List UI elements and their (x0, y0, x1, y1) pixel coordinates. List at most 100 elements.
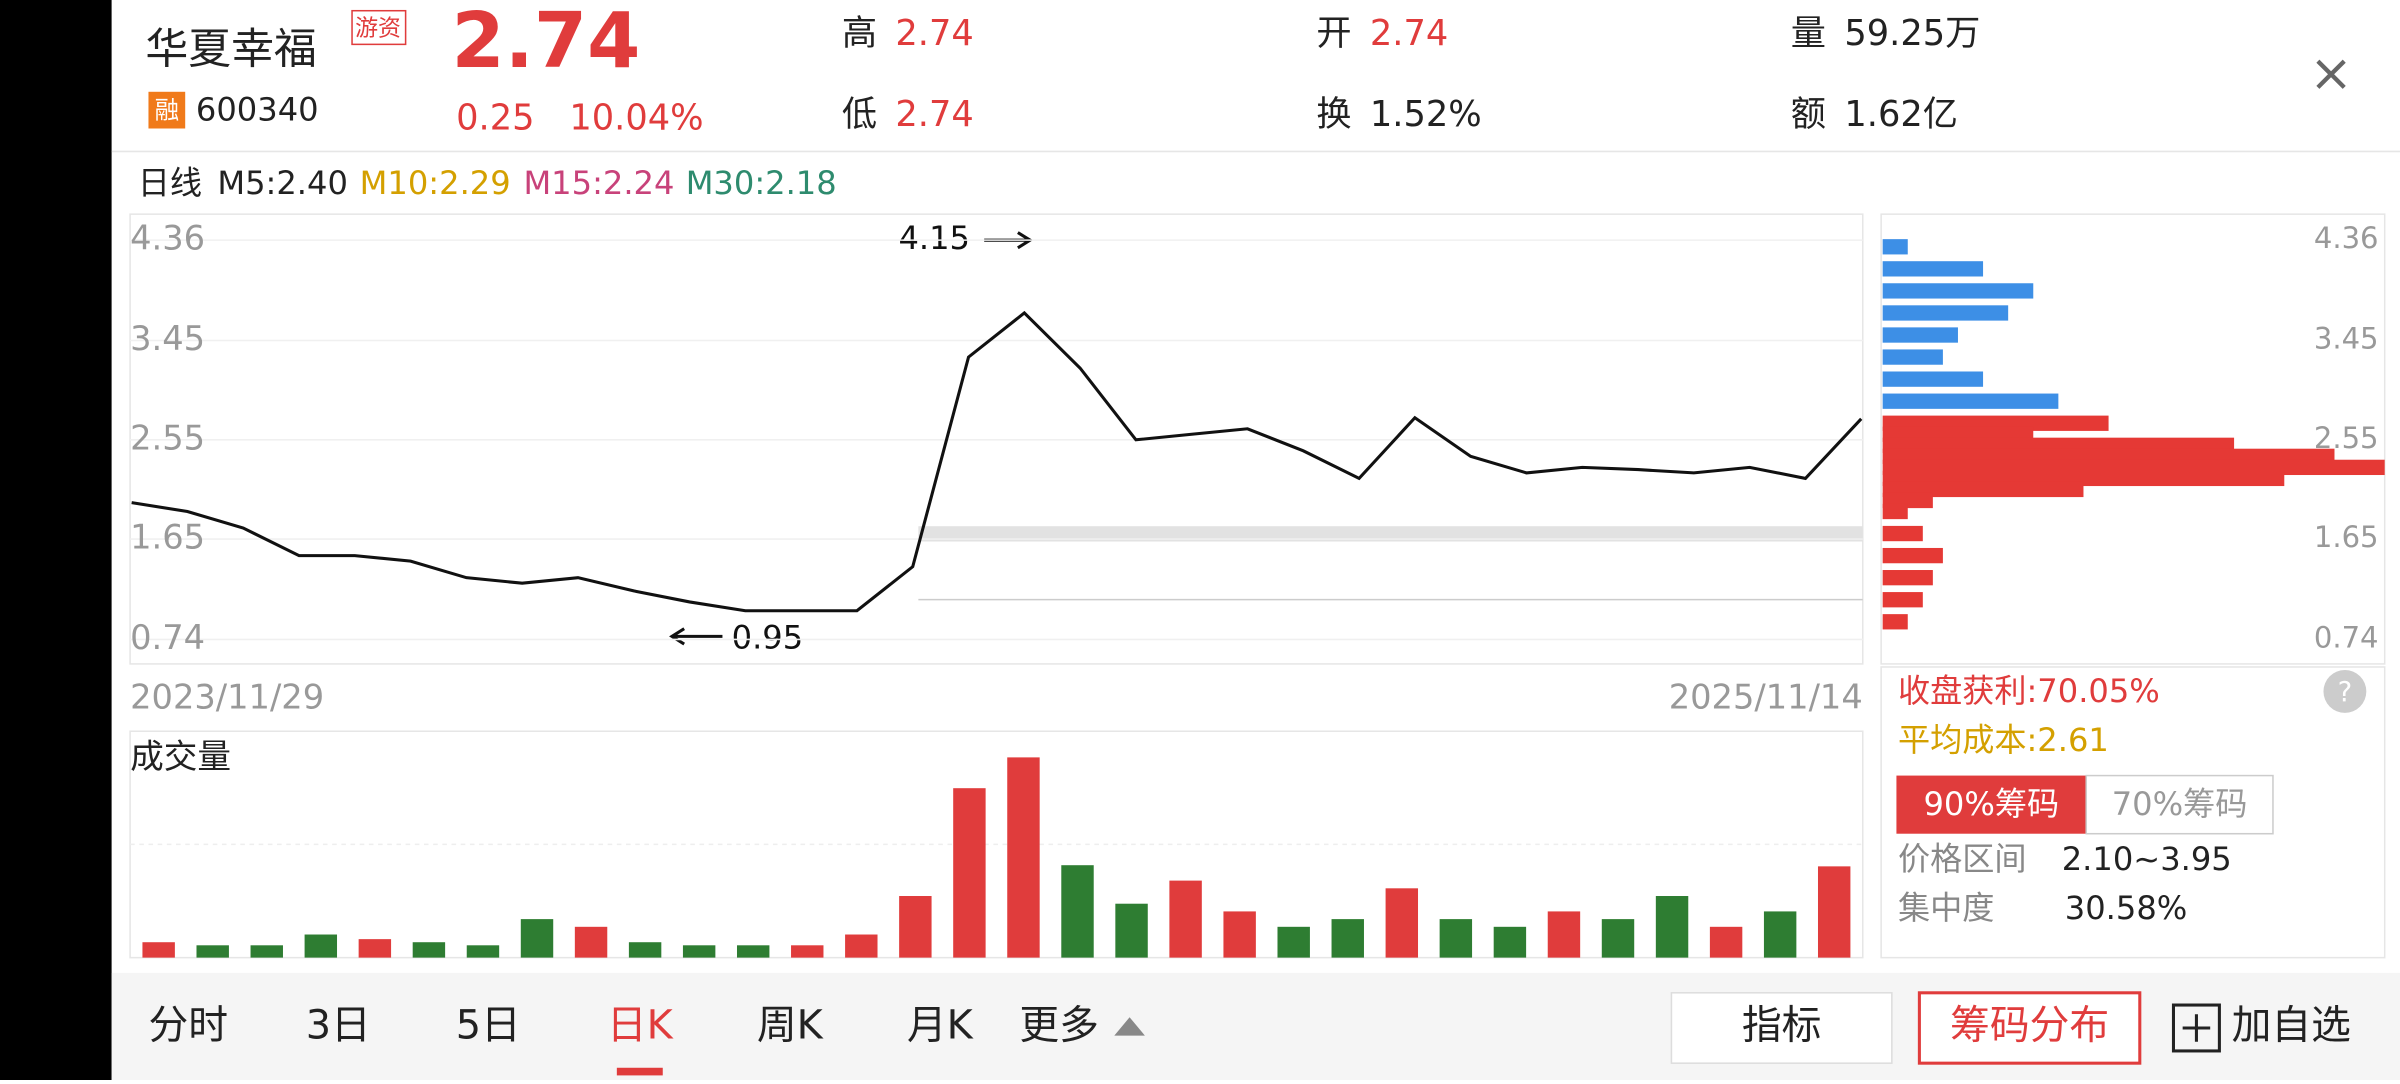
volume-bar (250, 945, 283, 958)
badge-box (148, 91, 186, 129)
volume-bar (358, 939, 392, 958)
more-arrow (1114, 1017, 1145, 1036)
tag-box (351, 9, 407, 46)
btn-frame (1670, 992, 1893, 1064)
volume-bar (1601, 919, 1635, 958)
volume-bar (899, 896, 932, 958)
y-tick-label: 3.45 (130, 319, 205, 358)
volume-bar (1493, 926, 1527, 958)
volume-bar (1169, 880, 1202, 958)
nav: 分时 3日 5日 日K 周K 月K 更多 指标 筹码分布 加自选 (148, 991, 2351, 1076)
btn-chip[interactable]: 筹码分布 (1950, 1002, 2109, 1048)
chip-bar (1882, 547, 1943, 564)
chip-tick-label: 3.45 (2314, 322, 2379, 356)
help-mark: ? (2338, 676, 2353, 708)
y-tick-label: 1.65 (130, 518, 205, 557)
price: 2.74 (452, 0, 641, 86)
tab-90[interactable] (1896, 775, 2087, 834)
nav-tab[interactable]: 分时 (148, 1002, 228, 1048)
volume-bar (628, 942, 662, 958)
chip-bar (1882, 261, 1984, 277)
volume-bar (682, 945, 716, 958)
chip-tick-label: 0.74 (2314, 620, 2379, 654)
stat-label: 量 (1791, 13, 1826, 54)
close-button[interactable]: × (2309, 43, 2353, 103)
chip-info-frame (1880, 666, 2386, 959)
plus-box (2171, 1003, 2221, 1053)
arrow (669, 627, 723, 646)
chip-bar (1882, 283, 2034, 299)
chip-frame (1880, 213, 2386, 665)
volume-bar (953, 788, 986, 958)
end-date: 2025/11/14 (1669, 678, 1863, 717)
volume-bar (304, 934, 338, 958)
volume-bar (1385, 888, 1419, 958)
stat-value: 2.74 (895, 94, 973, 135)
btn-watch[interactable]: 加自选 (2232, 1002, 2351, 1048)
concentration-label: 集中度 (1898, 889, 1994, 927)
ma-item: M10:2.29 (360, 164, 511, 202)
stock-code: 600340 (196, 91, 319, 129)
volume-bar (1061, 865, 1094, 958)
volume-bar (1439, 919, 1473, 958)
volume-bar (845, 934, 878, 958)
volume-bar (1331, 919, 1364, 958)
volume-bar (791, 945, 824, 958)
stat-value: 2.74 (1370, 13, 1448, 54)
plots: 4.36 3.45 2.55 1.65 0.74 4.36 3.45 2.55 1.65 0.74 (130, 219, 2385, 958)
badge: 融 (155, 96, 179, 125)
nav-tab[interactable]: 3日 (306, 1002, 371, 1048)
stat-label: 换 (1316, 94, 1351, 135)
help-icon[interactable] (2323, 670, 2367, 713)
volume-bar (1655, 896, 1689, 958)
stat-value: 2.74 (895, 13, 973, 54)
chip-bar (1882, 239, 1908, 255)
volume-bar (466, 945, 500, 958)
nav-tab[interactable]: 日K (607, 1002, 674, 1048)
y-tick-label: 0.74 (130, 618, 205, 657)
left-bezel (0, 0, 112, 1080)
stat-label: 开 (1316, 13, 1351, 54)
active-indicator (616, 1067, 663, 1076)
chip-bar (1882, 305, 2009, 321)
stat-value: 1.62亿 (1844, 94, 1958, 135)
volume-bar (1547, 911, 1581, 958)
annotation-high: 4.15 (898, 219, 970, 257)
chip-tick-label: 4.36 (2314, 221, 2379, 255)
chip-bar (1882, 393, 2059, 409)
y-tick-label: 4.36 (130, 219, 205, 258)
price-line (131, 310, 1863, 613)
volume-title: 成交量 (130, 737, 231, 776)
nav-tab[interactable]: 月K (907, 1002, 974, 1048)
chip-bar (1882, 570, 1933, 586)
avg-cost: 平均成本:2.61 (1898, 721, 2109, 759)
stat-label: 高 (842, 13, 877, 54)
volume-bar (736, 945, 770, 958)
nav-tab[interactable]: 周K (757, 1002, 824, 1048)
volume-bar (196, 945, 229, 958)
chip-bar (1882, 525, 1923, 542)
chip-bar (1882, 371, 1984, 387)
volume-bar (1709, 926, 1743, 958)
volume-bar (1817, 866, 1851, 958)
range: 2.10~3.95 (2062, 840, 2232, 878)
volume-bar (1763, 911, 1797, 958)
stat-value: 1.52% (1370, 94, 1482, 135)
annotation-low: 0.95 (732, 618, 804, 656)
nav-tab[interactable]: 更多 (1019, 1002, 1099, 1048)
tab-70-label: 70%筹码 (2112, 785, 2248, 823)
chip-bar (1882, 349, 1943, 365)
chip-bar (1882, 327, 1958, 343)
nav-tab[interactable]: 5日 (456, 1002, 521, 1048)
volume-bar (412, 942, 446, 958)
stock-name: 华夏幸福 (145, 25, 316, 75)
range-label: 价格区间 (1898, 840, 2027, 878)
ma-item: M15:2.24 (523, 164, 674, 202)
tab-70[interactable] (2085, 774, 2274, 835)
chip-bar (1882, 614, 1908, 630)
change: 0.25 (456, 97, 534, 138)
btn-indicator[interactable]: 指标 (1742, 1002, 1822, 1048)
volume-bar (574, 926, 608, 958)
